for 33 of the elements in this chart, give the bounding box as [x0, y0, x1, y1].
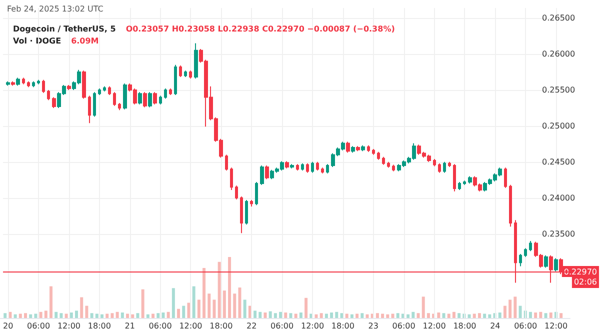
annotation: O0.23057 H0.23058 L0.22938 C0.22970 −0.00087 (−0.38%): [126, 24, 395, 34]
x-tick-label: 18:00: [453, 322, 476, 330]
x-tick-label: 12:00: [57, 322, 81, 330]
ref-line-label: 0.22970: [564, 267, 598, 276]
y-tick-label: 0.26500: [542, 14, 576, 23]
x-tick-label: 12:00: [422, 322, 446, 330]
x-tick-label: 20: [2, 322, 14, 330]
x-tick-label: 18:00: [210, 322, 233, 330]
x-tick-label: 18:00: [331, 322, 354, 330]
x-tick-label: 18:00: [88, 322, 111, 330]
annotation: 6.09M: [71, 36, 99, 46]
y-tick-label: 0.24500: [542, 157, 576, 166]
y-tick-label: 0.24000: [542, 193, 576, 202]
text: 02:06: [574, 277, 598, 286]
x-tick-label: 23: [368, 322, 378, 330]
x-tick-label: 12:00: [179, 322, 202, 330]
chart-subtitle: Feb 24, 2025 13:02 UTC: [7, 4, 104, 14]
x-tick-label: 06:00: [27, 322, 50, 330]
y-tick-label: 0.23500: [542, 229, 576, 238]
x-tick-label: 06:00: [392, 322, 416, 330]
x-tick-label: 22: [246, 322, 257, 330]
x-tick-label: 06:00: [270, 322, 294, 330]
y-tick-label: 0.25500: [542, 85, 576, 94]
y-tick-label: 0.25000: [542, 121, 576, 130]
x-tick-label: 12:00: [544, 322, 568, 330]
x-tick-label: 21: [124, 322, 135, 330]
x-tick-label: 24: [490, 322, 500, 330]
x-tick-label: 12:00: [300, 322, 324, 330]
x-tick-label: 06:00: [514, 322, 538, 330]
text: Dogecoin / TetherUS, 5: [13, 24, 116, 34]
y-tick-label: 0.26000: [542, 50, 576, 59]
x-tick-label: 06:00: [148, 322, 172, 330]
chart-title: Vol · DOGE: [13, 36, 62, 46]
